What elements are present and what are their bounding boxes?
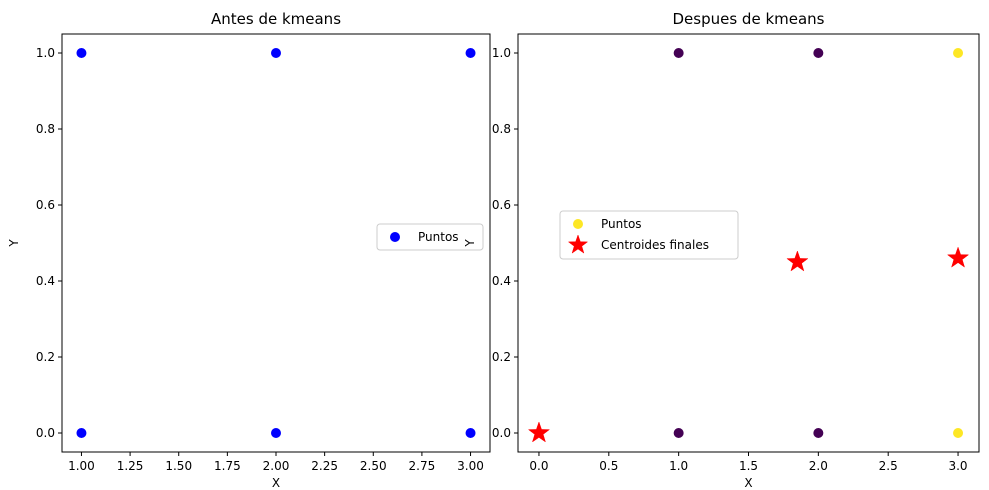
x-axis-label: X xyxy=(744,476,752,490)
x-tick-label: 1.0 xyxy=(669,459,688,473)
x-tick-label: 1.50 xyxy=(165,459,192,473)
legend-label: Centroides finales xyxy=(601,238,709,252)
x-axis-label: X xyxy=(272,476,280,490)
x-tick-label: 0.5 xyxy=(599,459,618,473)
data-point xyxy=(271,428,281,438)
legend-label: Puntos xyxy=(601,217,642,231)
chart-1: Antes de kmeans 1.00 1.25 1.50 1.75 2.00 2.25 2… xyxy=(7,10,491,490)
y-tick-label: 0.0 xyxy=(492,426,511,440)
y-axis-label: Y xyxy=(7,239,21,248)
x-tick-label: 1.75 xyxy=(214,459,241,473)
x-tick-label: 2.0 xyxy=(809,459,828,473)
chart-title: Despues de kmeans xyxy=(673,10,825,28)
x-tick-label: 2.25 xyxy=(311,459,338,473)
x-tick-label: 1.00 xyxy=(68,459,95,473)
data-point xyxy=(673,48,684,58)
x-tick-label: 2.00 xyxy=(263,459,290,473)
data-point xyxy=(76,48,87,58)
data-point xyxy=(953,428,964,438)
y-tick-label: 0.8 xyxy=(36,122,55,136)
data-point xyxy=(813,428,824,438)
centroid-point xyxy=(786,250,809,272)
y-tick-label: 1.0 xyxy=(36,46,55,60)
data-point xyxy=(813,48,824,58)
axes-frame xyxy=(517,33,980,453)
legend-box xyxy=(559,210,739,260)
y-axis-label: Y xyxy=(463,239,477,248)
y-tick-label: 1.0 xyxy=(492,46,511,60)
x-tick-label: 1.5 xyxy=(739,459,758,473)
x-tick-label: 1.25 xyxy=(117,459,144,473)
legend-circle-marker xyxy=(390,232,400,242)
y-tick-label: 0.4 xyxy=(492,274,511,288)
legend-box xyxy=(376,223,484,251)
x-tick-label: 2.50 xyxy=(360,459,387,473)
y-tick-label: 0.2 xyxy=(492,350,511,364)
centroid-point xyxy=(946,246,970,268)
x-tick-label: 0.0 xyxy=(529,459,548,473)
y-tick-label: 0.6 xyxy=(36,198,55,212)
y-tick-label: 0.4 xyxy=(36,274,55,288)
data-point xyxy=(953,48,964,58)
y-tick-label: 0.6 xyxy=(492,198,511,212)
x-tick-label: 2.5 xyxy=(879,459,898,473)
legend-star-marker xyxy=(567,234,589,254)
legend-label: Puntos xyxy=(418,230,459,244)
data-point xyxy=(271,48,281,58)
chart-title: Antes de kmeans xyxy=(211,10,341,28)
legend: Puntos Centroides finales xyxy=(559,210,739,260)
legend-circle-marker xyxy=(573,219,583,229)
data-point xyxy=(465,428,476,438)
legend: Puntos xyxy=(376,223,484,251)
data-point xyxy=(673,428,684,438)
data-point xyxy=(465,48,476,58)
y-tick-label: 0.0 xyxy=(36,426,55,440)
x-tick-label: 3.0 xyxy=(948,459,967,473)
y-tick-label: 0.8 xyxy=(492,122,511,136)
data-point xyxy=(76,428,87,438)
axes-frame xyxy=(61,33,491,453)
chart-2: Despues de kmeans 0.0 0.5 1.0 1.5 2.0 2.5 3.0 0.… xyxy=(463,10,980,490)
x-tick-label: 3.00 xyxy=(457,459,484,473)
centroid-point xyxy=(527,421,551,443)
x-tick-label: 2.75 xyxy=(409,459,436,473)
y-tick-label: 0.2 xyxy=(36,350,55,364)
